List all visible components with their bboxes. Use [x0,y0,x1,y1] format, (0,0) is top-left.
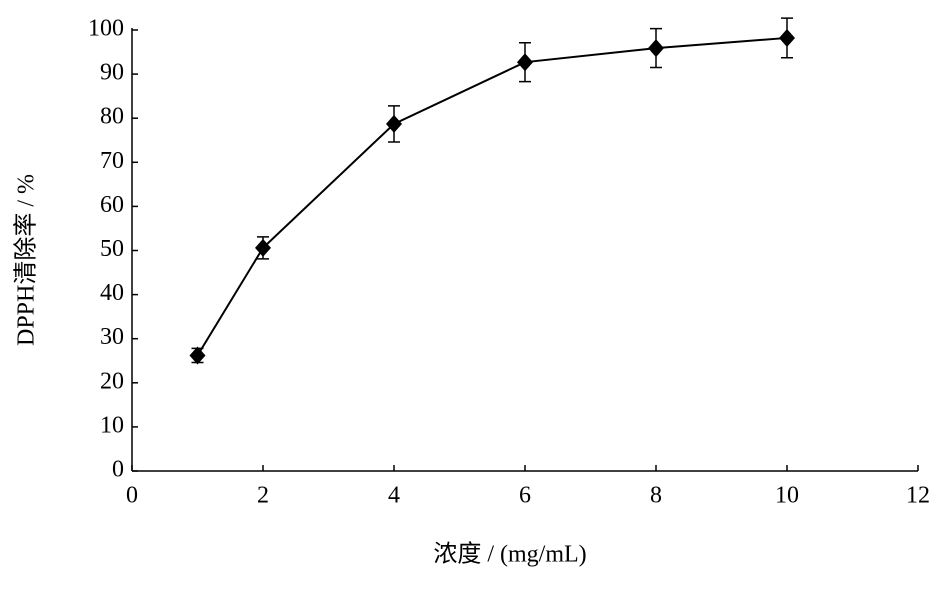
y-tick-label: 10 [100,412,124,438]
marker [386,114,402,133]
y-tick-label: 40 [100,280,124,306]
y-tick-label: 60 [100,192,124,218]
y-tick-label: 0 [112,457,124,483]
y-tick-label: 80 [100,104,124,130]
marker [255,238,271,257]
y-axis-label: DPPH清除率 / % [13,174,40,346]
x-tick-label: 6 [519,483,531,509]
y-tick-label: 70 [100,148,124,174]
marker [189,346,206,365]
x-axis-label: 浓度 / (mg/mL) [433,541,586,568]
x-tick-label: 8 [650,483,662,509]
data-line [196,36,788,356]
x-tick-label: 2 [257,483,269,509]
x-tick-label: 0 [126,483,138,509]
marker [648,39,664,58]
x-tick-label: 4 [388,483,400,509]
y-tick-label: 50 [100,236,124,262]
y-tick-label: 90 [100,60,124,86]
marker [779,28,795,47]
y-tick-label: 100 [88,16,124,42]
y-tick-label: 20 [100,368,124,394]
x-tick-label: 12 [906,483,930,509]
marker [517,53,533,72]
x-tick-label: 10 [775,483,799,509]
y-tick-label: 30 [100,324,124,350]
